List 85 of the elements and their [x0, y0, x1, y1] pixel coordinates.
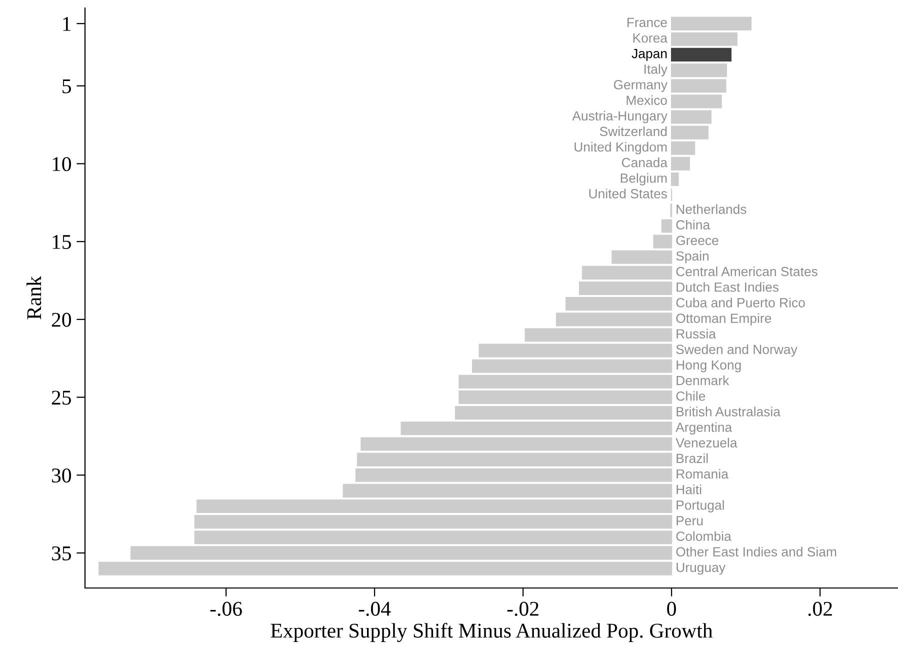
bar	[196, 499, 672, 514]
data-label: Colombia	[676, 531, 732, 541]
data-label: Korea	[633, 33, 668, 43]
y-tick-label: 1	[63, 17, 71, 31]
bar	[472, 359, 672, 373]
x-tick-label: 0	[667, 602, 676, 616]
data-label: Canada	[622, 158, 668, 168]
y-tick-label: 20	[52, 312, 72, 327]
bar	[670, 126, 708, 140]
bar	[670, 48, 732, 62]
data-label: Netherlands	[676, 204, 746, 214]
data-label: Uruguay	[676, 562, 726, 575]
data-label: Denmark	[676, 376, 730, 386]
data-label: China	[676, 220, 710, 230]
bar	[478, 344, 672, 358]
bar	[566, 297, 672, 311]
data-label: Haiti	[676, 484, 702, 494]
bar	[458, 390, 672, 404]
x-axis-title: Exporter Supply Shift Minus Anualized Pop. Growth	[270, 622, 713, 642]
bar	[578, 281, 672, 296]
bar	[670, 32, 738, 46]
bar	[670, 156, 690, 170]
bar	[670, 94, 722, 108]
bar	[670, 79, 726, 93]
y-tick-label: 25	[52, 390, 71, 405]
data-label: Romania	[676, 468, 728, 479]
y-tick-label: 35	[52, 546, 71, 560]
data-label: Italy	[644, 64, 668, 76]
data-label: Russia	[676, 328, 716, 339]
bar	[670, 64, 728, 78]
bar	[653, 234, 672, 248]
data-label: France	[628, 18, 667, 28]
x-tick-label: .02	[808, 602, 832, 616]
data-label: Spain	[676, 250, 709, 264]
x-tick-label: -.04	[358, 602, 391, 616]
data-label: Hong Kong	[676, 360, 741, 372]
data-label: Venezuela	[676, 438, 738, 448]
data-label: Chile	[676, 391, 706, 401]
data-label: Dutch East Indies	[676, 282, 779, 292]
data-label: Other East Indies and Siam	[676, 546, 836, 557]
bar	[458, 374, 672, 388]
data-label: Germany	[614, 80, 668, 92]
bar	[582, 266, 672, 280]
y-tick-label: 30	[52, 468, 72, 483]
y-axis-title: Rank	[26, 276, 42, 320]
data-label: Sweden and Norway	[676, 344, 798, 357]
bar	[524, 328, 672, 342]
bar	[612, 250, 672, 264]
data-label: Mexico	[626, 95, 667, 105]
bar	[400, 422, 672, 436]
bar	[661, 219, 672, 233]
data-label: United States	[589, 188, 668, 198]
bar	[670, 141, 696, 155]
data-label: Austria-Hungary	[572, 110, 668, 124]
data-label: Switzerland	[600, 126, 667, 136]
bar	[670, 172, 679, 186]
bar	[556, 312, 672, 326]
bar	[130, 546, 672, 560]
bar	[98, 562, 672, 576]
data-label: Cuba and Puerto Rico	[676, 298, 805, 308]
data-label: Brazil	[676, 453, 708, 464]
bar	[670, 110, 712, 124]
data-label: Ottoman Empire	[676, 313, 772, 326]
data-label: Belgium	[620, 173, 667, 186]
bar	[454, 406, 672, 420]
y-tick-label: 5	[62, 79, 71, 94]
data-label: British Australasia	[676, 406, 780, 416]
data-label: Central American States	[676, 266, 818, 276]
data-label: United Kingdom	[574, 142, 667, 154]
y-tick-label: 15	[52, 235, 71, 249]
bar	[356, 452, 672, 466]
bar	[194, 530, 672, 544]
bar	[194, 515, 672, 529]
bar	[360, 437, 672, 451]
data-label: Portugal	[676, 500, 724, 512]
bar	[342, 484, 672, 498]
data-label: Peru	[676, 516, 703, 526]
x-tick-label: -.02	[507, 602, 538, 616]
data-label: Japan	[632, 49, 667, 61]
data-label: Argentina	[676, 422, 732, 435]
data-label: Greece	[676, 236, 718, 246]
y-tick-label: 10	[52, 157, 72, 172]
bar	[355, 468, 672, 482]
bar	[670, 16, 752, 30]
x-tick-label: -.06	[210, 602, 242, 616]
